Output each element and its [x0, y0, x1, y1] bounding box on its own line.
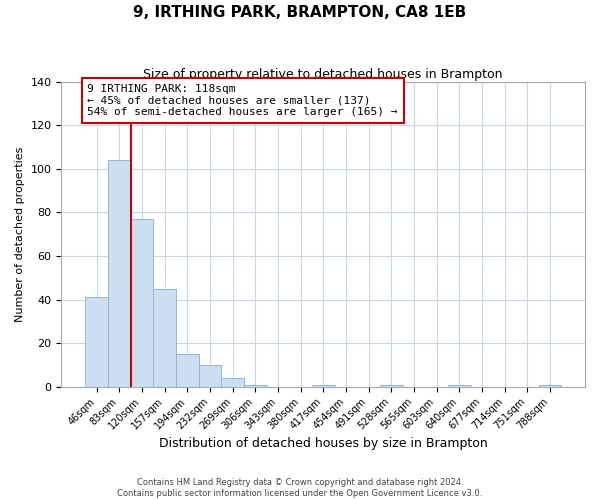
X-axis label: Distribution of detached houses by size in Brampton: Distribution of detached houses by size … [159, 437, 488, 450]
Bar [539, 384, 561, 387]
Bar [312, 384, 335, 387]
Text: 9, IRTHING PARK, BRAMPTON, CA8 1EB: 9, IRTHING PARK, BRAMPTON, CA8 1EB [133, 5, 467, 20]
Title: Size of property relative to detached houses in Brampton: Size of property relative to detached ho… [143, 68, 503, 80]
Bar [176, 354, 199, 387]
Bar [221, 378, 244, 387]
Bar [199, 365, 221, 387]
Bar [108, 160, 131, 387]
Bar [380, 384, 403, 387]
Bar [85, 298, 108, 387]
Y-axis label: Number of detached properties: Number of detached properties [15, 146, 25, 322]
Text: 9 IRTHING PARK: 118sqm
← 45% of detached houses are smaller (137)
54% of semi-de: 9 IRTHING PARK: 118sqm ← 45% of detached… [88, 84, 398, 117]
Bar [153, 288, 176, 387]
Text: Contains HM Land Registry data © Crown copyright and database right 2024.
Contai: Contains HM Land Registry data © Crown c… [118, 478, 482, 498]
Bar [131, 219, 153, 387]
Bar [448, 384, 470, 387]
Bar [244, 384, 266, 387]
